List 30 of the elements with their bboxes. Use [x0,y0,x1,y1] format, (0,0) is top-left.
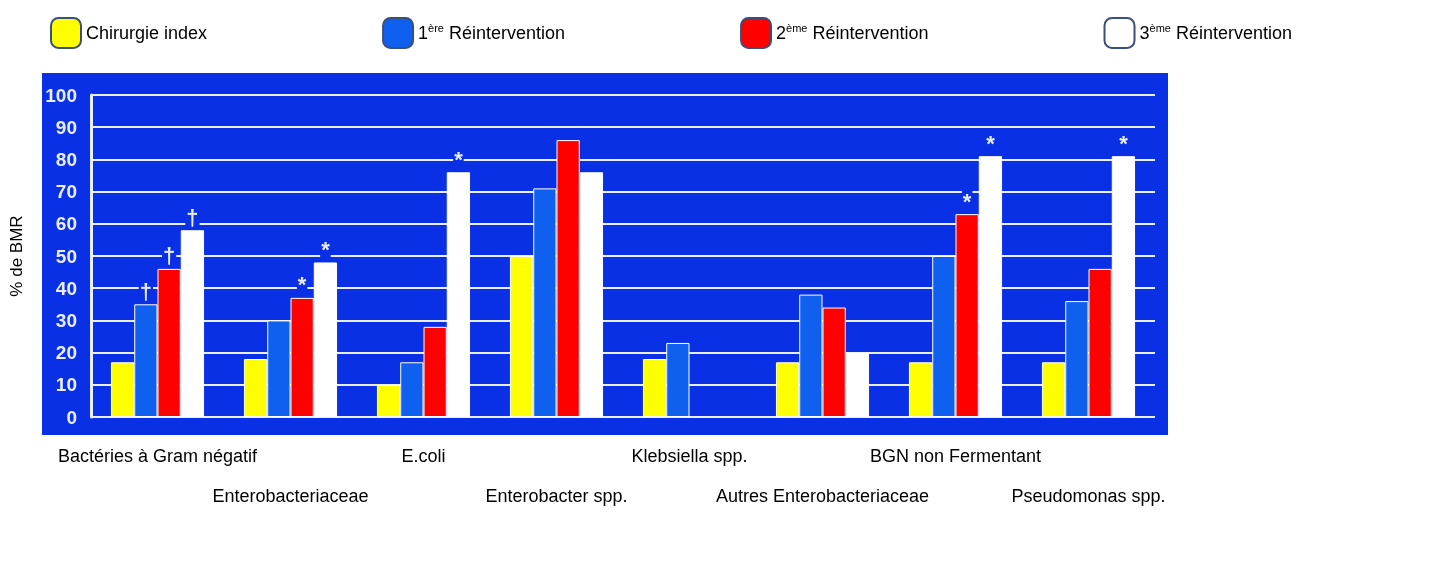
y-tick-label: 30 [55,309,77,331]
y-axis-title: % de BMR [7,215,26,297]
x-tick-label: Autres Enterobacteriaceae [715,486,930,506]
x-tick-label: Bactéries à Gram négatif [57,446,259,466]
y-tick-label: 0 [66,406,77,428]
data-label: * [297,272,307,298]
data-label: † [139,278,152,304]
data-label: † [186,204,199,230]
y-tick-label: 40 [55,277,77,299]
y-tick-label: 10 [55,374,77,396]
y-tick-label: 60 [55,213,77,235]
data-label: * [986,130,996,156]
data-label: * [962,188,972,214]
x-tick-label: Klebsiella spp. [631,446,748,466]
y-tick-label: 20 [55,342,77,364]
y-tick-label: 100 [45,84,77,106]
y-tick-label: 80 [55,148,77,170]
y-tick-label: 50 [55,245,77,267]
legend-label: Chirurgie index [86,23,208,43]
data-label: † [163,243,176,269]
data-label: * [454,146,464,172]
x-tick-label: Enterobacteriaceae [212,486,369,506]
y-tick-label: 70 [55,181,77,203]
x-tick-label: BGN non Fermentant [869,446,1042,466]
y-tick-label: 90 [55,116,77,138]
x-tick-label: Enterobacter spp. [485,486,628,506]
data-label: * [1119,130,1129,156]
x-tick-label: Pseudomonas spp. [1011,486,1166,506]
data-label: * [321,236,331,262]
x-tick-label: E.coli [401,446,446,466]
